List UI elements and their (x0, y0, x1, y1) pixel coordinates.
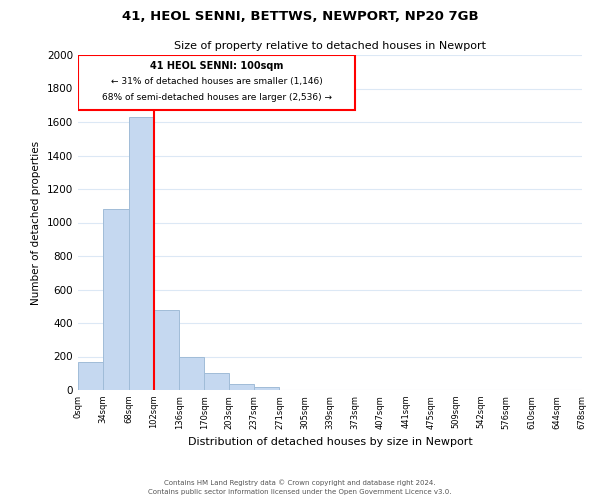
Y-axis label: Number of detached properties: Number of detached properties (31, 140, 41, 304)
Bar (103, 209, 128, 390)
Bar (254, 388, 280, 390)
Text: ← 31% of detached houses are smaller (1,146): ← 31% of detached houses are smaller (1,… (111, 77, 323, 86)
Text: 41, HEOL SENNI, BETTWS, NEWPORT, NP20 7GB: 41, HEOL SENNI, BETTWS, NEWPORT, NP20 7G… (122, 10, 478, 23)
Text: 41 HEOL SENNI: 100sqm: 41 HEOL SENNI: 100sqm (150, 61, 283, 71)
Bar (205, 373, 229, 390)
Bar (128, 117, 154, 390)
Text: Contains HM Land Registry data © Crown copyright and database right 2024.
Contai: Contains HM Land Registry data © Crown c… (148, 480, 452, 495)
Bar (179, 356, 205, 390)
Title: Size of property relative to detached houses in Newport: Size of property relative to detached ho… (174, 42, 486, 51)
Bar (78, 362, 103, 390)
Bar (229, 384, 254, 390)
Bar (78, 55, 355, 110)
Bar (154, 310, 179, 390)
X-axis label: Distribution of detached houses by size in Newport: Distribution of detached houses by size … (188, 437, 472, 447)
Text: 68% of semi-detached houses are larger (2,536) →: 68% of semi-detached houses are larger (… (101, 92, 332, 102)
